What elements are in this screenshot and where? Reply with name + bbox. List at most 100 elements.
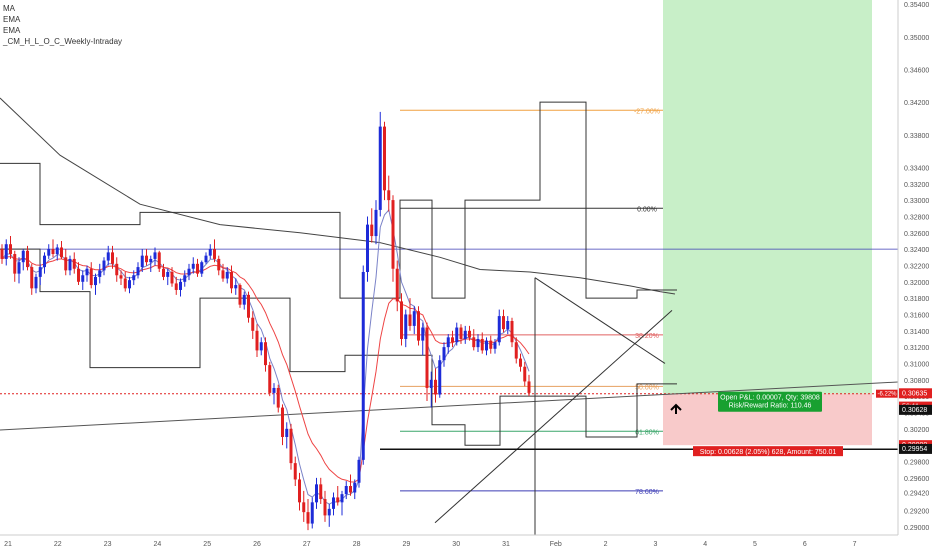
candle[interactable] xyxy=(480,332,484,354)
candle[interactable] xyxy=(298,472,301,511)
candle[interactable] xyxy=(349,474,352,496)
candle[interactable] xyxy=(387,175,391,212)
candle[interactable] xyxy=(242,291,246,310)
candle[interactable] xyxy=(489,335,493,354)
candle[interactable] xyxy=(506,316,510,335)
candle[interactable] xyxy=(259,337,263,356)
candle[interactable] xyxy=(366,216,369,282)
candle[interactable] xyxy=(468,325,471,341)
candle[interactable] xyxy=(34,273,38,294)
candle[interactable] xyxy=(55,244,59,261)
candle[interactable] xyxy=(446,334,450,354)
candle[interactable] xyxy=(247,291,250,323)
candle[interactable] xyxy=(98,263,102,284)
candle[interactable] xyxy=(293,456,297,486)
candle[interactable] xyxy=(374,200,378,245)
candle[interactable] xyxy=(213,239,216,263)
indicator-ema-label[interactable]: EMA xyxy=(3,15,21,24)
candle[interactable] xyxy=(157,250,161,272)
candle[interactable] xyxy=(13,250,17,282)
candle[interactable] xyxy=(9,236,12,259)
candle[interactable] xyxy=(60,240,63,259)
candle[interactable] xyxy=(412,306,416,335)
candle[interactable] xyxy=(510,317,514,348)
candle[interactable] xyxy=(68,255,72,276)
candle[interactable] xyxy=(179,278,182,297)
candle[interactable] xyxy=(344,481,348,500)
candle[interactable] xyxy=(81,270,85,290)
candle[interactable] xyxy=(425,322,429,402)
candle[interactable] xyxy=(4,239,8,266)
candle[interactable] xyxy=(391,195,395,282)
candle[interactable] xyxy=(255,324,259,357)
candle[interactable] xyxy=(94,273,97,295)
candle[interactable] xyxy=(128,276,131,294)
candle[interactable] xyxy=(400,293,403,346)
candle[interactable] xyxy=(463,325,467,344)
candle[interactable] xyxy=(336,485,340,506)
candle[interactable] xyxy=(323,490,327,522)
indicator-hloc-label[interactable]: _CM_H_L_O_C_Weekly-Intraday xyxy=(3,37,123,46)
candle[interactable] xyxy=(21,249,25,271)
candle[interactable] xyxy=(153,247,157,266)
y-axis[interactable]: 0.35400 0.35000 0.34600 0.34200 0.33800 0.334… xyxy=(897,0,929,535)
candle[interactable] xyxy=(514,337,518,364)
candle[interactable] xyxy=(268,361,272,397)
candle[interactable] xyxy=(26,245,29,271)
candle[interactable] xyxy=(302,490,306,522)
candle[interactable] xyxy=(170,267,174,287)
candle[interactable] xyxy=(378,111,382,217)
candle[interactable] xyxy=(523,361,527,387)
candle[interactable] xyxy=(285,422,289,449)
candle[interactable] xyxy=(149,255,153,272)
candle[interactable] xyxy=(234,278,238,295)
candle[interactable] xyxy=(196,258,199,277)
candle[interactable] xyxy=(191,257,195,274)
candle[interactable] xyxy=(106,245,110,266)
candle[interactable] xyxy=(421,322,425,356)
candle[interactable] xyxy=(204,252,208,264)
candle[interactable] xyxy=(319,477,323,504)
open-pl-box[interactable] xyxy=(718,391,822,412)
candle[interactable] xyxy=(442,342,446,367)
candle[interactable] xyxy=(459,324,463,344)
candle[interactable] xyxy=(187,263,191,281)
candle[interactable] xyxy=(43,252,46,274)
candle[interactable] xyxy=(77,262,80,286)
indicator-ma-label[interactable]: MA xyxy=(3,4,15,13)
candle[interactable] xyxy=(497,309,501,346)
candle[interactable] xyxy=(404,309,408,348)
candle[interactable] xyxy=(485,337,488,356)
candle[interactable] xyxy=(174,276,178,295)
candle[interactable] xyxy=(162,263,165,281)
candle[interactable] xyxy=(353,479,357,500)
candle[interactable] xyxy=(327,503,331,527)
candle[interactable] xyxy=(251,311,255,339)
candle[interactable] xyxy=(85,265,89,282)
candle[interactable] xyxy=(183,270,187,287)
candle[interactable] xyxy=(357,456,361,488)
x-axis[interactable]: 21 22 23 24 25 26 27 28 29 30 31 Feb 2 3 4 5 6 7 xyxy=(0,534,898,548)
candle[interactable] xyxy=(472,329,476,351)
candle[interactable] xyxy=(64,249,68,276)
candle[interactable] xyxy=(434,368,437,403)
candle[interactable] xyxy=(72,252,76,274)
candle[interactable] xyxy=(519,353,522,372)
candle[interactable] xyxy=(310,497,314,529)
candle[interactable] xyxy=(383,121,386,201)
candle[interactable] xyxy=(281,404,284,446)
candle[interactable] xyxy=(89,262,93,289)
stop-label-box[interactable] xyxy=(693,446,843,457)
candle[interactable] xyxy=(208,244,212,259)
candle[interactable] xyxy=(145,249,148,266)
candle[interactable] xyxy=(361,265,365,465)
candle[interactable] xyxy=(289,423,293,470)
candle[interactable] xyxy=(51,239,55,258)
candle[interactable] xyxy=(111,245,114,269)
candle[interactable] xyxy=(238,283,242,308)
candle[interactable] xyxy=(438,355,442,398)
candle[interactable] xyxy=(455,322,459,346)
candle[interactable] xyxy=(136,262,140,279)
